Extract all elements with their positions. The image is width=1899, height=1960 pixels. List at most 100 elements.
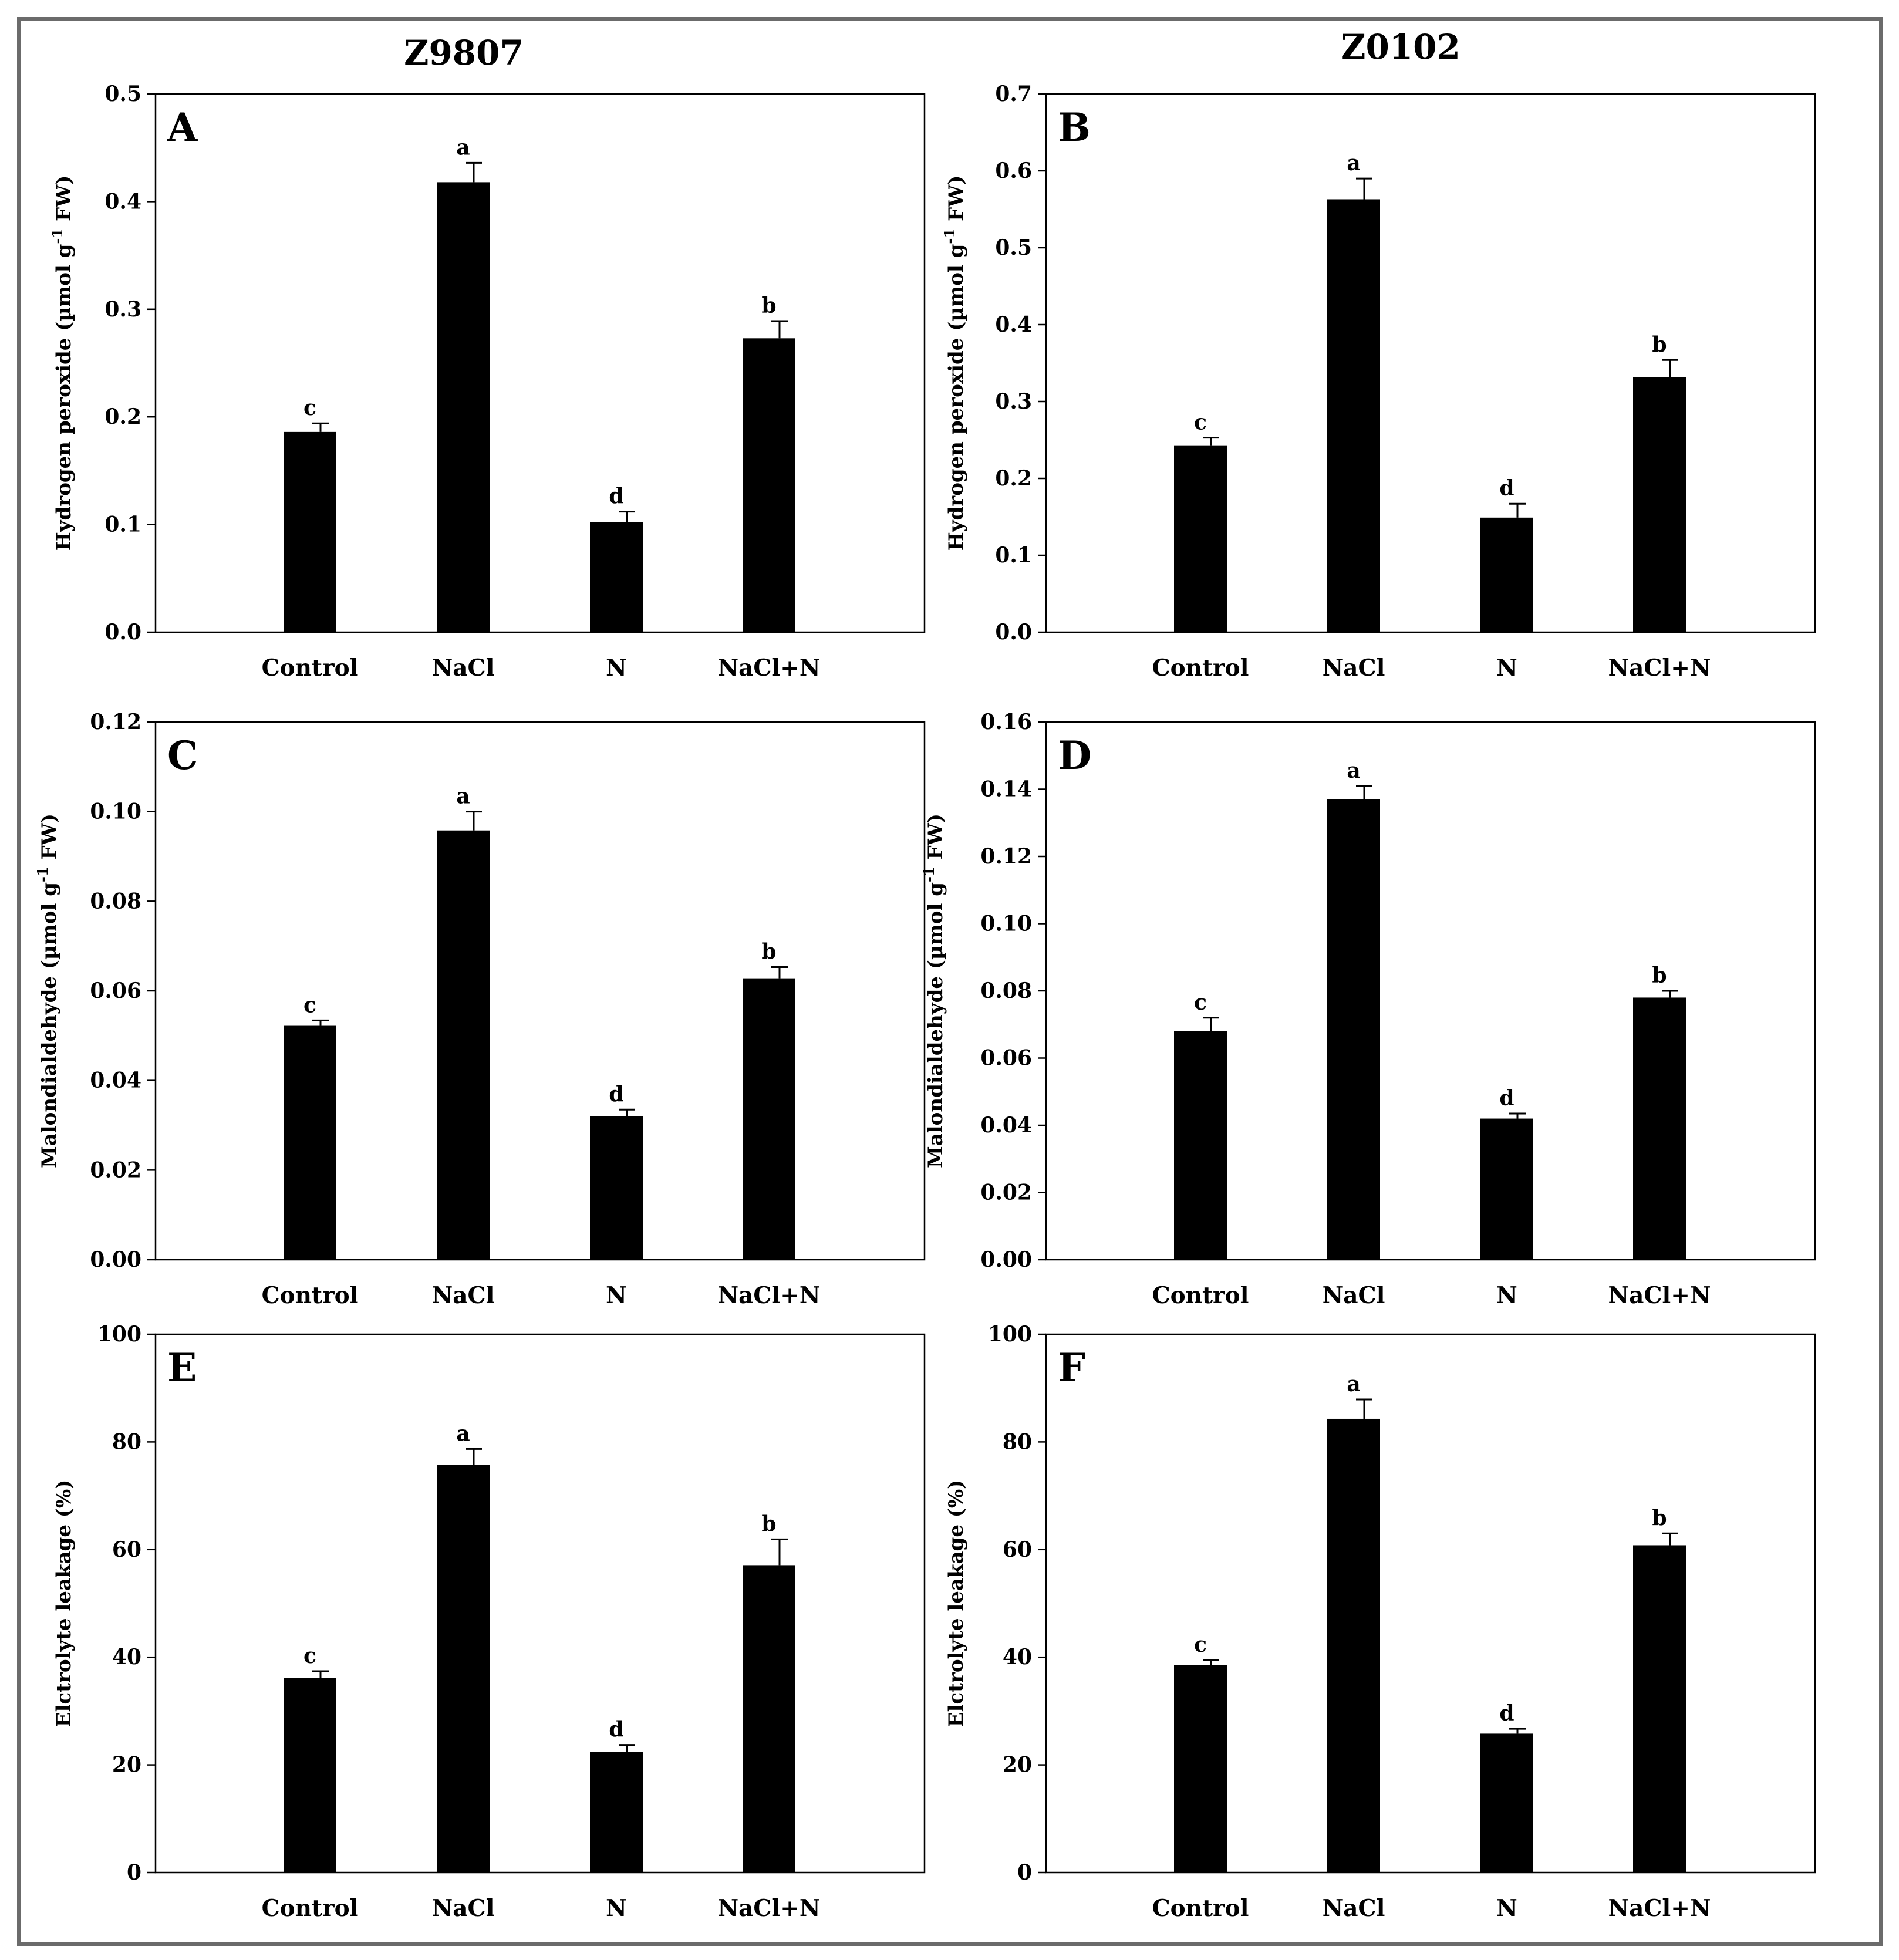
x-tick-label-e-0: Control xyxy=(262,1895,359,1922)
x-tick-label-b-0: Control xyxy=(1152,655,1249,682)
bar-f-1 xyxy=(1327,1418,1380,1873)
bar-a-3 xyxy=(743,338,795,632)
plot-frame-c xyxy=(154,721,926,1261)
plot-frame-a xyxy=(154,93,926,633)
significance-label-f-3: b xyxy=(1652,1506,1667,1530)
y-tick-label-e-2: 40 xyxy=(112,1645,141,1669)
y-tick-label-d-3: 0.06 xyxy=(980,1046,1032,1071)
significance-label-e-1: a xyxy=(456,1421,470,1446)
y-tick-label-c-0: 0.00 xyxy=(90,1247,141,1272)
y-tick-label-f-5: 100 xyxy=(988,1322,1032,1347)
significance-label-d-0: c xyxy=(1194,990,1207,1015)
bar-e-2 xyxy=(590,1752,643,1873)
significance-label-c-2: d xyxy=(609,1082,623,1106)
panel-letter-c: C xyxy=(167,733,198,778)
y-tick-label-d-6: 0.12 xyxy=(980,844,1032,869)
x-tick-label-c-1: NaCl xyxy=(432,1282,495,1309)
bar-f-3 xyxy=(1633,1545,1686,1873)
significance-label-b-1: a xyxy=(1347,151,1360,176)
y-tick-label-c-4: 0.08 xyxy=(90,889,141,913)
bar-c-0 xyxy=(284,1025,336,1260)
bar-b-3 xyxy=(1633,377,1686,632)
bar-b-1 xyxy=(1327,199,1380,633)
significance-label-d-3: b xyxy=(1652,963,1667,988)
y-tick-label-d-2: 0.04 xyxy=(980,1113,1032,1138)
significance-label-f-2: d xyxy=(1499,1701,1514,1726)
figure-border xyxy=(17,17,1883,1946)
x-tick-label-d-3: NaCl+N xyxy=(1608,1282,1711,1309)
y-tick-label-e-1: 20 xyxy=(112,1753,141,1777)
significance-label-c-1: a xyxy=(456,784,470,809)
significance-label-b-0: c xyxy=(1194,410,1207,435)
significance-label-a-3: b xyxy=(761,294,776,318)
x-tick-label-f-3: NaCl+N xyxy=(1608,1895,1711,1922)
y-tick-label-e-5: 100 xyxy=(97,1322,141,1347)
y-tick-label-e-0: 0 xyxy=(127,1860,141,1885)
y-axis-label-b: Hydrogen peroxide (µmol g-1 FW) xyxy=(941,176,969,551)
y-tick-label-c-2: 0.04 xyxy=(90,1068,141,1093)
y-axis-label-c: Malondialdehyde (µmol g-1 FW) xyxy=(34,814,62,1168)
y-tick-label-d-5: 0.10 xyxy=(980,912,1032,936)
panel-letter-f: F xyxy=(1058,1345,1085,1391)
bar-c-2 xyxy=(590,1116,643,1260)
x-tick-label-f-0: Control xyxy=(1152,1895,1249,1922)
y-tick-label-f-2: 40 xyxy=(1003,1645,1032,1669)
y-tick-label-c-6: 0.12 xyxy=(90,710,141,734)
x-tick-label-a-0: Control xyxy=(262,655,359,682)
plot-frame-f xyxy=(1045,1333,1816,1874)
bar-d-2 xyxy=(1480,1118,1533,1260)
y-tick-label-b-2: 0.2 xyxy=(995,466,1032,491)
column-title-right: Z0102 xyxy=(1341,27,1460,67)
bar-b-2 xyxy=(1480,517,1533,632)
y-tick-label-d-4: 0.08 xyxy=(980,979,1032,1003)
y-tick-label-d-1: 0.02 xyxy=(980,1180,1032,1205)
x-tick-label-d-1: NaCl xyxy=(1323,1282,1385,1309)
significance-label-f-0: c xyxy=(1194,1632,1207,1657)
panel-b: B 0.0 0.1 0.2 0.3 0.4 0.5 0.6 0.7 Hydrogen peroxi… xyxy=(941,82,1816,682)
significance-label-d-2: d xyxy=(1499,1086,1514,1111)
panel-letter-a: A xyxy=(167,104,198,150)
panel-letter-e: E xyxy=(167,1345,197,1391)
x-tick-label-f-2: N xyxy=(1496,1895,1517,1922)
significance-label-e-3: b xyxy=(761,1512,776,1536)
bar-d-3 xyxy=(1633,997,1686,1260)
panel-e: E 0 20 40 60 80 100 Elctrolyte leakage (%) c Cont… xyxy=(52,1322,926,1922)
y-tick-label-e-3: 60 xyxy=(112,1537,141,1562)
y-tick-label-b-7: 0.7 xyxy=(995,82,1032,106)
x-tick-label-b-3: NaCl+N xyxy=(1608,655,1711,682)
x-tick-label-d-2: N xyxy=(1496,1282,1517,1309)
bar-a-0 xyxy=(284,431,336,632)
column-title-left: Z9807 xyxy=(404,33,524,73)
plot-frame-b xyxy=(1045,93,1816,633)
x-tick-label-e-2: N xyxy=(606,1895,627,1922)
y-tick-label-b-4: 0.4 xyxy=(995,312,1032,337)
significance-label-f-1: a xyxy=(1347,1372,1360,1396)
significance-label-b-2: d xyxy=(1499,476,1514,501)
y-tick-label-c-1: 0.02 xyxy=(90,1158,141,1182)
x-tick-label-e-3: NaCl+N xyxy=(717,1895,820,1922)
bar-c-3 xyxy=(743,978,795,1260)
y-axis-label-f: Elctrolyte leakage (%) xyxy=(945,1480,968,1728)
y-tick-label-b-1: 0.1 xyxy=(995,543,1032,568)
x-tick-label-b-2: N xyxy=(1496,655,1517,682)
y-tick-label-c-5: 0.10 xyxy=(90,799,141,824)
significance-label-e-2: d xyxy=(609,1718,623,1742)
bar-f-2 xyxy=(1480,1733,1533,1873)
significance-label-c-3: b xyxy=(761,940,776,964)
y-tick-label-a-0: 0.0 xyxy=(104,620,141,645)
significance-label-a-1: a xyxy=(456,135,470,160)
y-tick-label-d-7: 0.14 xyxy=(980,777,1032,802)
x-tick-label-d-0: Control xyxy=(1152,1282,1249,1309)
y-tick-label-a-2: 0.2 xyxy=(104,404,141,429)
panel-c: C 0.00 0.02 0.04 0.06 0.08 0.10 0.12 Malondialde… xyxy=(34,710,926,1309)
bar-f-0 xyxy=(1174,1665,1227,1873)
panel-f: F 0 20 40 60 80 100 Elctrolyte leakage (%) c Cont… xyxy=(945,1322,1816,1922)
y-tick-label-a-4: 0.4 xyxy=(104,189,141,214)
bar-b-0 xyxy=(1174,445,1227,632)
y-axis-label-d: Malondialdehyde (µmol g-1 FW) xyxy=(920,814,948,1168)
bar-d-0 xyxy=(1174,1031,1227,1260)
bar-e-3 xyxy=(743,1565,795,1873)
panels: A 0.0 0.1 0.2 0.3 0.4 0.5 Hydrogen peroxide (µm… xyxy=(34,82,1816,1922)
significance-label-a-2: d xyxy=(609,484,623,509)
